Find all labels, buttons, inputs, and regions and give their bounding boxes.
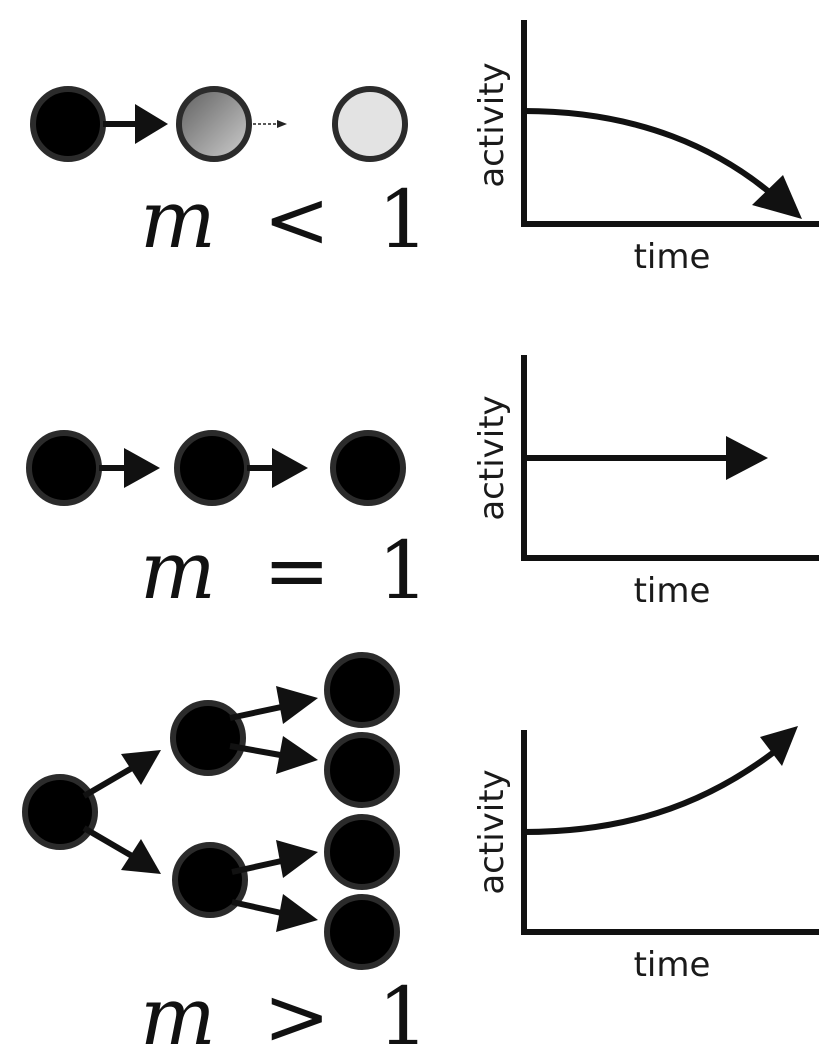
y-axis-label: activity xyxy=(472,62,512,187)
arrow-shaft xyxy=(231,857,287,875)
node-inactive xyxy=(332,86,408,162)
node-active xyxy=(324,814,400,890)
eq-var: m xyxy=(140,970,216,1057)
equation-supercritical: m > 1 xyxy=(140,970,429,1057)
node-active xyxy=(172,842,248,918)
panel-supercritical: m > 1 activity time xyxy=(22,652,819,1057)
panel-critical: m = 1 activity time xyxy=(26,355,819,617)
eq-val: 1 xyxy=(378,524,429,617)
arrowhead xyxy=(276,686,318,724)
node-active xyxy=(26,430,102,506)
y-axis-label: activity xyxy=(472,395,512,520)
plot-subcritical: activity time xyxy=(472,20,819,277)
cascade-supercritical xyxy=(22,652,400,970)
arrowhead xyxy=(121,750,161,785)
arrowhead xyxy=(121,839,161,874)
node-active xyxy=(170,700,246,776)
node-active xyxy=(324,732,400,808)
node-active xyxy=(324,894,400,970)
axes xyxy=(521,730,819,935)
arrowhead xyxy=(276,736,318,774)
activity-curve-increasing xyxy=(523,749,776,835)
cascade-critical xyxy=(26,430,406,506)
plot-supercritical: activity time xyxy=(472,726,819,985)
arrow-shaft xyxy=(229,703,287,721)
eq-op: > xyxy=(263,970,330,1057)
eq-op: = xyxy=(263,524,330,617)
node-active xyxy=(174,430,250,506)
node-active xyxy=(330,430,406,506)
node-active xyxy=(324,652,400,728)
arrowhead-small xyxy=(277,120,287,128)
arrowhead xyxy=(276,840,318,878)
node-active xyxy=(22,774,98,850)
eq-var: m xyxy=(140,524,216,617)
arrowhead xyxy=(124,448,160,488)
arrow-shaft xyxy=(82,825,134,859)
node-active xyxy=(30,86,106,162)
equation-critical: m = 1 xyxy=(140,524,429,617)
cascade-subcritical xyxy=(30,86,408,162)
eq-val: 1 xyxy=(378,970,429,1057)
arrowhead xyxy=(135,104,168,144)
axes xyxy=(521,20,819,227)
activity-curve-decreasing xyxy=(523,108,776,199)
axes xyxy=(521,355,819,561)
node-fading xyxy=(176,86,252,162)
panel-subcritical: m < 1 activity time xyxy=(30,20,819,277)
curve-arrowhead xyxy=(726,436,768,480)
curve-arrowhead xyxy=(760,726,798,766)
eq-val: 1 xyxy=(378,173,429,266)
x-axis-label: time xyxy=(634,237,711,277)
equation-subcritical: m < 1 xyxy=(140,173,429,266)
arrow-shaft xyxy=(229,743,287,759)
arrow-shaft xyxy=(231,899,287,917)
curve-arrowhead xyxy=(752,175,802,219)
plot-critical: activity time xyxy=(472,355,819,611)
arrow-shaft xyxy=(82,765,134,799)
x-axis-label: time xyxy=(634,571,711,611)
x-axis-label: time xyxy=(634,945,711,985)
y-axis-label: activity xyxy=(472,769,512,894)
arrowhead xyxy=(276,894,318,932)
eq-var: m xyxy=(140,173,216,266)
arrowhead xyxy=(272,448,308,488)
eq-op: < xyxy=(263,173,330,266)
